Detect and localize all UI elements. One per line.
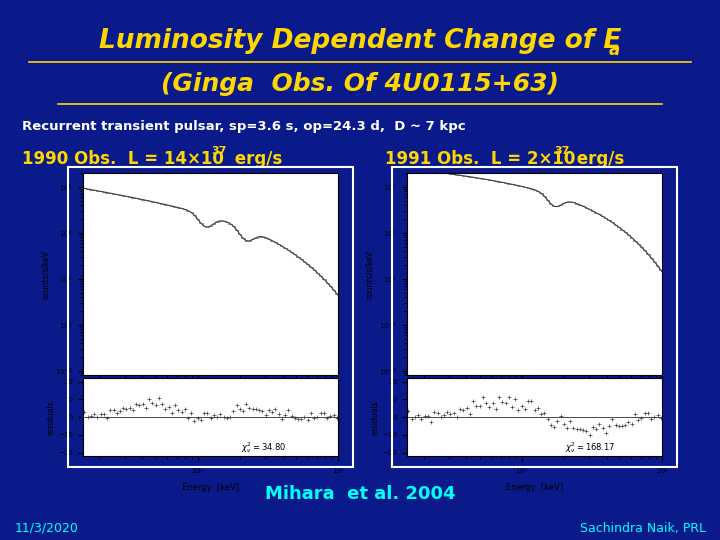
Y-axis label: counts/s/keV: counts/s/keV <box>41 249 50 299</box>
X-axis label: Energy  [keV]: Energy [keV] <box>506 483 563 492</box>
Text: 11.3 & 22 keV: 11.3 & 22 keV <box>84 307 225 325</box>
Text: 11/3/2020: 11/3/2020 <box>14 522 78 535</box>
Text: 37: 37 <box>554 146 570 156</box>
Text: erg/s: erg/s <box>229 150 282 168</box>
X-axis label: Energy  [keV]: Energy [keV] <box>182 483 239 492</box>
Text: 37: 37 <box>211 146 226 156</box>
Text: $\chi_\nu^2=34.80$: $\chi_\nu^2=34.80$ <box>241 440 287 455</box>
Text: Recurrent transient pulsar, sp=3.6 s, op=24.3 d,  D ~ 7 kpc: Recurrent transient pulsar, sp=3.6 s, op… <box>22 120 465 133</box>
Text: 1990 Obs.  L = 14×10: 1990 Obs. L = 14×10 <box>22 150 223 168</box>
Y-axis label: counts/s/keV: counts/s/keV <box>365 249 374 299</box>
Text: a: a <box>608 41 620 59</box>
Text: Mihara  et al. 2004: Mihara et al. 2004 <box>265 485 455 503</box>
Text: 1991 Obs.  L = 2×10: 1991 Obs. L = 2×10 <box>385 150 575 168</box>
Y-axis label: residuals: residuals <box>46 400 55 435</box>
Text: 17 keV: 17 keV <box>444 307 513 325</box>
Text: Sachindra Naik, PRL: Sachindra Naik, PRL <box>580 522 706 535</box>
Text: $\chi_\nu^2=168.17$: $\chi_\nu^2=168.17$ <box>565 440 616 455</box>
Text: Luminosity Dependent Change of E: Luminosity Dependent Change of E <box>99 28 621 53</box>
Y-axis label: residuals: residuals <box>370 400 379 435</box>
Text: erg/s: erg/s <box>571 150 624 168</box>
Text: (Ginga  Obs. Of 4U0115+63): (Ginga Obs. Of 4U0115+63) <box>161 72 559 96</box>
